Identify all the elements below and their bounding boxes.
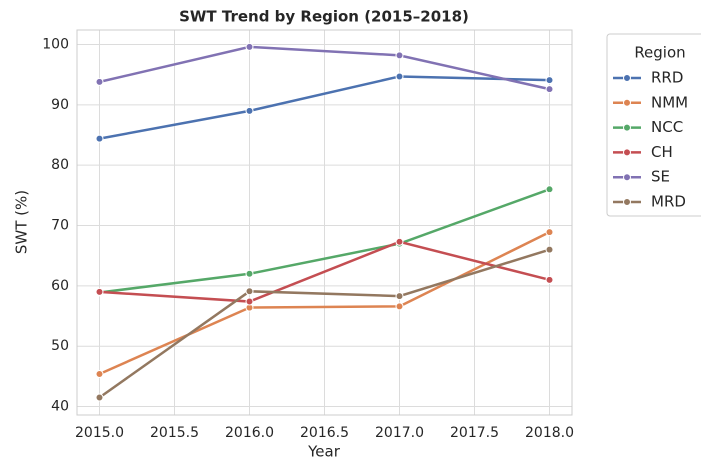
legend-label: RRD xyxy=(651,69,683,87)
legend-swatch-marker xyxy=(623,173,631,182)
y-tick-label: 40 xyxy=(51,399,69,415)
x-tick-label: 2017.5 xyxy=(450,425,499,441)
data-point xyxy=(395,237,404,246)
data-point xyxy=(545,85,554,94)
data-point xyxy=(95,77,104,86)
plot-frame xyxy=(76,29,573,416)
data-point xyxy=(395,72,404,81)
data-point xyxy=(95,134,104,143)
series-line xyxy=(99,188,550,294)
data-point xyxy=(245,287,254,296)
data-point xyxy=(245,106,254,115)
data-point xyxy=(395,302,404,311)
data-point xyxy=(95,393,104,402)
legend-label: SE xyxy=(651,168,670,186)
data-point xyxy=(245,42,254,51)
data-point xyxy=(545,228,554,237)
data-point xyxy=(245,297,254,306)
legend-swatch-marker xyxy=(623,148,631,157)
legend-title: Region xyxy=(634,44,685,62)
data-point xyxy=(545,275,554,284)
x-tick-label: 2018.0 xyxy=(525,425,574,441)
data-point xyxy=(245,269,254,278)
series-line xyxy=(98,231,551,376)
data-point xyxy=(95,369,104,378)
legend-label: NMM xyxy=(651,93,688,111)
data-point xyxy=(545,76,554,85)
series-line xyxy=(98,248,550,399)
series-line xyxy=(99,240,550,303)
x-tick-label: 2015.5 xyxy=(150,425,199,441)
chart-title: SWT Trend by Region (2015–2018) xyxy=(179,8,469,26)
x-tick-label: 2015.0 xyxy=(75,425,124,441)
data-point xyxy=(395,292,404,301)
data-point xyxy=(545,185,554,194)
legend-swatch-marker xyxy=(623,123,631,132)
legend-label: MRD xyxy=(651,193,686,211)
legend-label: CH xyxy=(651,143,673,161)
data-point xyxy=(395,51,404,60)
legend-swatch-marker xyxy=(623,198,631,206)
x-axis-label: Year xyxy=(307,443,341,461)
data-point xyxy=(545,245,554,254)
legend-swatch-marker xyxy=(623,98,631,107)
x-tick-label: 2017.0 xyxy=(375,425,424,441)
x-tick-label: 2016.0 xyxy=(225,425,274,441)
x-tick-label: 2016.5 xyxy=(300,425,349,441)
y-tick-label: 50 xyxy=(51,338,69,354)
y-tick-label: 80 xyxy=(51,157,69,173)
y-tick-label: 60 xyxy=(51,278,69,294)
series-line xyxy=(99,45,550,91)
series-line xyxy=(99,75,550,140)
legend-swatch-marker xyxy=(623,74,631,82)
data-point xyxy=(95,287,104,296)
y-axis-label: SWT (%) xyxy=(13,190,31,254)
legend-label: NCC xyxy=(651,118,683,136)
y-tick-label: 100 xyxy=(42,36,69,52)
y-tick-label: 90 xyxy=(51,97,69,113)
y-tick-label: 70 xyxy=(51,218,69,234)
